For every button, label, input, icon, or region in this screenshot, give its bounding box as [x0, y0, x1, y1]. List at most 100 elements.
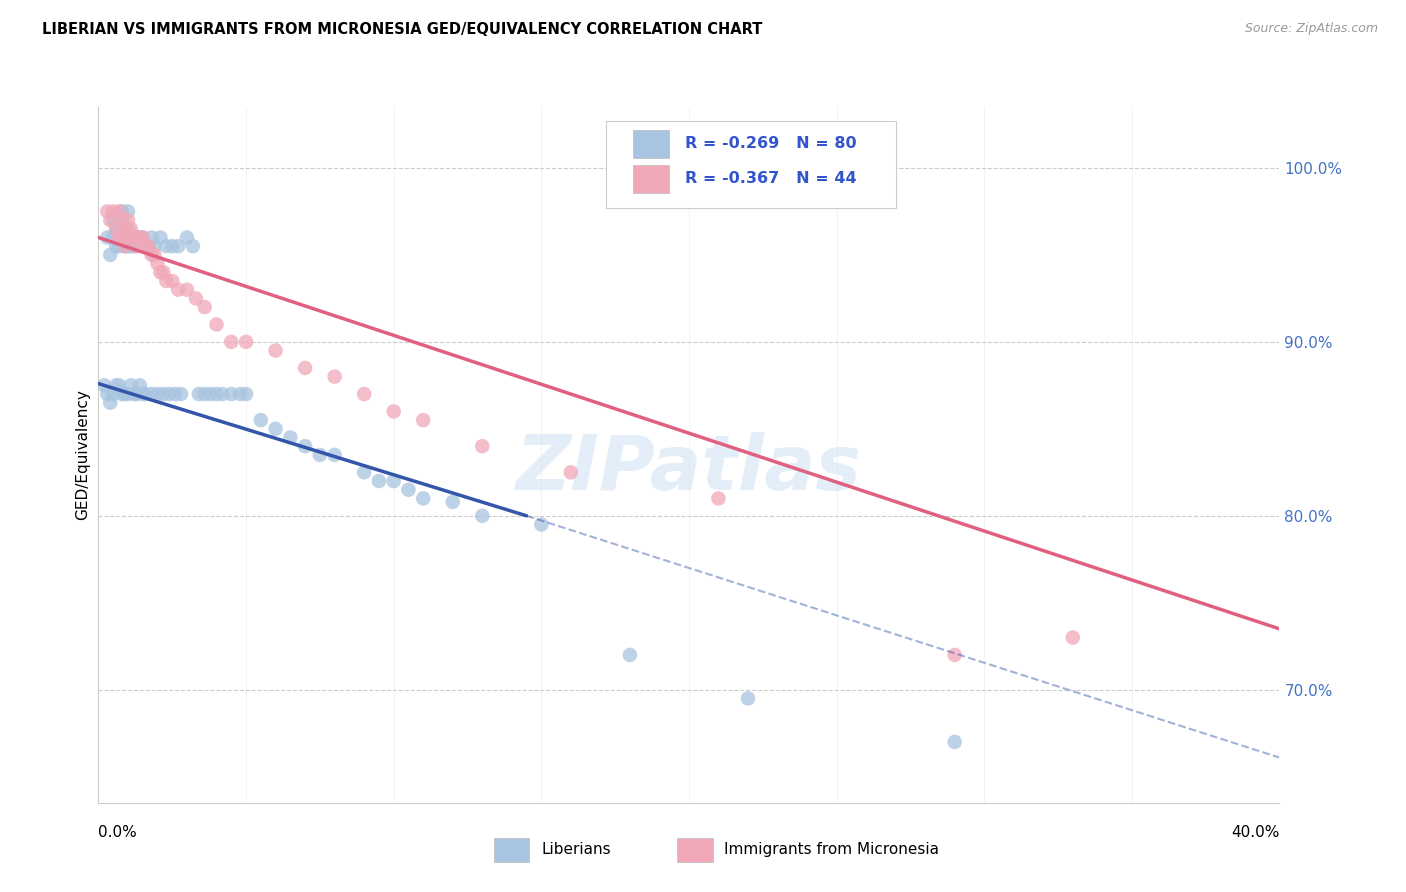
- Point: [128, 230, 150, 244]
- Point: [471, 508, 494, 523]
- Text: Liberians: Liberians: [541, 842, 612, 857]
- Point: [155, 239, 177, 253]
- Point: [152, 387, 174, 401]
- Bar: [678, 838, 713, 862]
- Point: [382, 474, 405, 488]
- Point: [737, 691, 759, 706]
- Bar: [494, 838, 530, 862]
- Point: [219, 334, 242, 349]
- Point: [229, 387, 252, 401]
- Point: [152, 265, 174, 279]
- Text: Source: ZipAtlas.com: Source: ZipAtlas.com: [1244, 22, 1378, 36]
- Text: ZIPatlas: ZIPatlas: [516, 432, 862, 506]
- Point: [157, 387, 180, 401]
- Point: [412, 491, 434, 506]
- Point: [135, 239, 157, 253]
- Point: [122, 230, 145, 244]
- Point: [323, 369, 346, 384]
- Point: [200, 387, 222, 401]
- Point: [235, 387, 257, 401]
- Y-axis label: GED/Equivalency: GED/Equivalency: [75, 390, 90, 520]
- Point: [353, 387, 375, 401]
- Point: [181, 239, 204, 253]
- Point: [138, 239, 160, 253]
- Point: [294, 360, 316, 375]
- Text: 40.0%: 40.0%: [1232, 825, 1279, 840]
- Point: [707, 491, 730, 506]
- Point: [120, 239, 142, 253]
- Point: [170, 387, 193, 401]
- Point: [143, 248, 166, 262]
- Point: [111, 230, 134, 244]
- Point: [96, 387, 118, 401]
- Point: [149, 230, 172, 244]
- Point: [114, 222, 136, 236]
- Point: [323, 448, 346, 462]
- Point: [117, 204, 139, 219]
- Point: [943, 648, 966, 662]
- Point: [412, 413, 434, 427]
- Point: [309, 448, 332, 462]
- Point: [105, 222, 128, 236]
- Point: [96, 204, 118, 219]
- Point: [146, 257, 169, 271]
- Point: [111, 204, 134, 219]
- Point: [111, 213, 134, 227]
- Text: Immigrants from Micronesia: Immigrants from Micronesia: [724, 842, 939, 857]
- Point: [103, 213, 125, 227]
- Point: [105, 239, 128, 253]
- Point: [219, 387, 242, 401]
- Point: [122, 239, 145, 253]
- Point: [114, 239, 136, 253]
- Point: [132, 230, 155, 244]
- Point: [353, 466, 375, 480]
- Point: [138, 239, 160, 253]
- Point: [128, 230, 150, 244]
- Point: [155, 274, 177, 288]
- Point: [560, 466, 582, 480]
- Point: [184, 291, 207, 305]
- Point: [98, 395, 121, 409]
- Point: [264, 343, 287, 358]
- Point: [96, 230, 118, 244]
- Point: [278, 431, 302, 445]
- Point: [135, 387, 157, 401]
- Point: [103, 204, 125, 219]
- Point: [98, 213, 121, 227]
- Point: [111, 387, 134, 401]
- Point: [132, 230, 155, 244]
- Point: [93, 378, 115, 392]
- Point: [108, 213, 131, 227]
- Point: [294, 439, 316, 453]
- Point: [146, 387, 169, 401]
- Point: [117, 213, 139, 227]
- Point: [205, 318, 228, 332]
- Point: [114, 222, 136, 236]
- Point: [120, 222, 142, 236]
- Point: [125, 230, 148, 244]
- Text: LIBERIAN VS IMMIGRANTS FROM MICRONESIA GED/EQUIVALENCY CORRELATION CHART: LIBERIAN VS IMMIGRANTS FROM MICRONESIA G…: [42, 22, 762, 37]
- Point: [162, 274, 183, 288]
- Point: [117, 230, 139, 244]
- Point: [108, 239, 131, 253]
- Point: [396, 483, 419, 497]
- Point: [117, 222, 139, 236]
- Point: [128, 378, 150, 392]
- Bar: [634, 165, 669, 193]
- Point: [132, 387, 155, 401]
- Point: [382, 404, 405, 418]
- Point: [141, 248, 163, 262]
- Point: [943, 735, 966, 749]
- Point: [108, 204, 131, 219]
- Point: [167, 283, 190, 297]
- Bar: [634, 130, 669, 158]
- Point: [530, 517, 553, 532]
- Point: [103, 230, 125, 244]
- Point: [120, 230, 142, 244]
- Point: [103, 387, 125, 401]
- Point: [176, 230, 198, 244]
- Point: [108, 230, 131, 244]
- Point: [98, 248, 121, 262]
- Point: [105, 378, 128, 392]
- Point: [441, 495, 464, 509]
